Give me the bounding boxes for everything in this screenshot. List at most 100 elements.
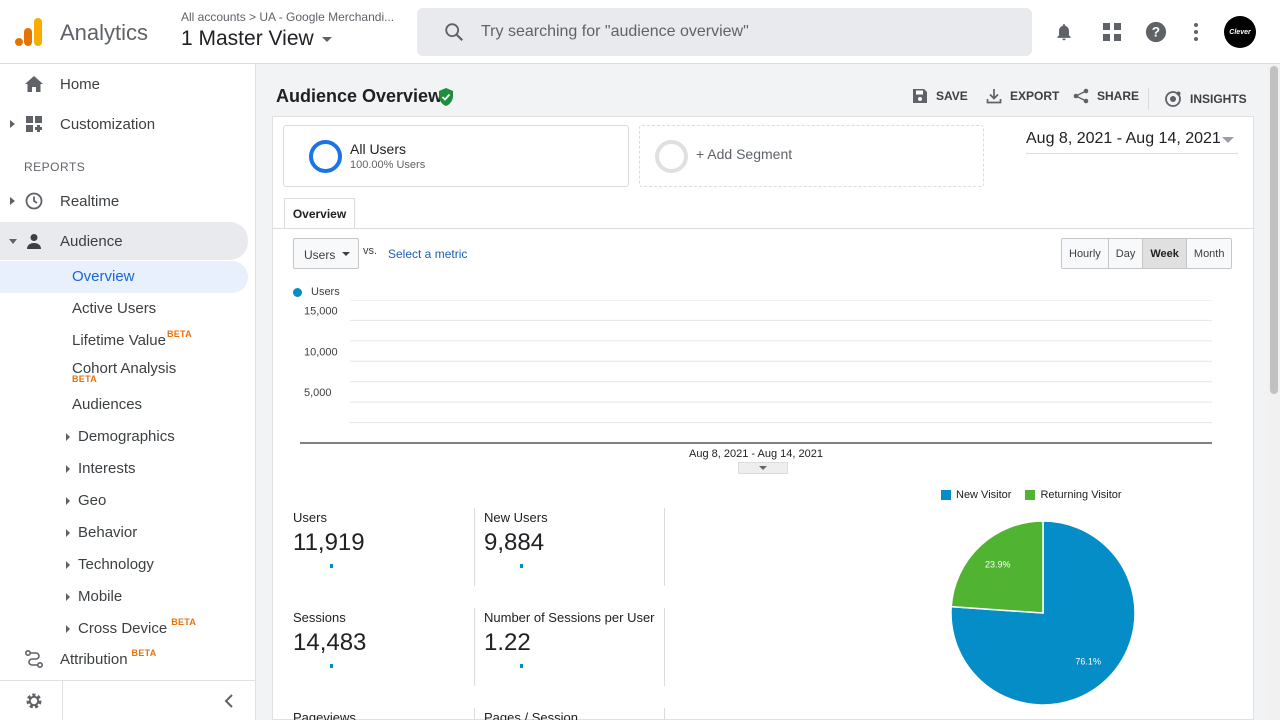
scrollbar[interactable]: [1268, 64, 1280, 720]
stat-value: 11,919: [293, 529, 365, 556]
share-icon: [1073, 88, 1089, 104]
pie-legend: New Visitor Returning Visitor: [941, 489, 1122, 501]
sidebar-item-customization[interactable]: Customization: [0, 106, 248, 142]
export-button[interactable]: EXPORT: [986, 88, 1059, 104]
sidebar-item-label: Technology: [78, 556, 154, 573]
more-vert-icon[interactable]: [1184, 20, 1208, 44]
notifications-bell-icon[interactable]: [1052, 20, 1076, 44]
pie-slice-returning-visitor: [950, 520, 1044, 614]
chart-x-tick-label: Aug 8, 2021 - Aug 14, 2021: [689, 448, 823, 460]
sidebar-item-cross-device[interactable]: Cross Device BETA: [0, 613, 248, 645]
settings-gear-icon[interactable]: [24, 691, 44, 716]
granularity-hourly-button[interactable]: Hourly: [1062, 239, 1109, 268]
sidebar-item-lifetime-value[interactable]: Lifetime ValueBETA: [0, 325, 248, 357]
page-title: Audience Overview: [276, 86, 443, 106]
tab-divider: [273, 228, 1253, 229]
pie-slice-new-visitor: [950, 520, 1136, 706]
beta-badge: BETA: [72, 374, 98, 384]
sidebar-item-label: Attribution: [60, 650, 128, 668]
pie-slice-label: 76.1%: [1075, 656, 1101, 666]
stat-divider: [664, 508, 665, 586]
sidebar-item-label-wrap: Attribution BETA: [60, 648, 157, 668]
search-placeholder: Try searching for "audience overview": [481, 23, 749, 40]
stat-label: New Users: [484, 510, 548, 525]
sidebar-item-technology[interactable]: Technology: [0, 549, 248, 581]
save-button[interactable]: SAVE: [912, 88, 968, 104]
insights-button[interactable]: INSIGHTS: [1148, 88, 1247, 110]
insights-icon: [1165, 91, 1181, 107]
pie-slice-label: 23.9%: [985, 560, 1011, 570]
sidebar-item-attribution[interactable]: Attribution BETA: [0, 641, 248, 677]
segment-all-users[interactable]: All Users 100.00% Users: [283, 125, 629, 187]
apps-grid-icon[interactable]: [1100, 20, 1124, 44]
account-breadcrumb[interactable]: All accounts > UA - Google Merchandi...: [181, 10, 395, 24]
sidebar-item-label: Interests: [78, 460, 136, 477]
share-label: SHARE: [1097, 89, 1140, 103]
collapse-arrow-icon: [9, 238, 17, 244]
stat-label: Users: [293, 510, 327, 525]
legend-swatch-new-visitor: [941, 490, 951, 500]
search-input[interactable]: Try searching for "audience overview": [417, 8, 1032, 56]
sidebar-item-audience[interactable]: Audience: [0, 222, 248, 260]
attribution-icon: [24, 649, 44, 669]
stat-label: Pageviews: [293, 710, 356, 720]
sidebar-item-overview[interactable]: Overview: [0, 261, 248, 293]
top-bar: Analytics All accounts > UA - Google Mer…: [0, 0, 1280, 64]
sidebar-item-label: Active Users: [72, 300, 157, 317]
sidebar-item-active-users[interactable]: Active Users: [0, 293, 248, 325]
sidebar-item-geo[interactable]: Geo: [0, 485, 248, 517]
chart-y-tick-label: 10,000: [304, 346, 338, 358]
expand-arrow-icon: [66, 465, 70, 473]
sidebar-item-interests[interactable]: Interests: [0, 453, 248, 485]
legend-label-returning-visitor: Returning Visitor: [1040, 489, 1122, 501]
stat-label: Number of Sessions per User: [484, 610, 655, 625]
sidebar-item-audiences[interactable]: Audiences: [0, 389, 248, 421]
date-range-picker[interactable]: Aug 8, 2021 - Aug 14, 2021: [1026, 130, 1238, 154]
sidebar: Home Customization REPORTS Realtime Audi…: [0, 64, 256, 720]
scrollbar-thumb[interactable]: [1270, 66, 1278, 394]
sparkline: [330, 664, 333, 668]
stat-divider: [474, 508, 475, 586]
avatar[interactable]: Clever: [1224, 16, 1256, 48]
stat-new-users: New Users 9,884: [484, 510, 548, 568]
share-button[interactable]: SHARE: [1073, 88, 1139, 104]
sidebar-item-mobile[interactable]: Mobile: [0, 581, 248, 613]
visitor-type-pie-chart: 76.1% 23.9%: [950, 520, 1136, 706]
chevron-down-icon: [342, 252, 350, 256]
legend-swatch-returning-visitor: [1025, 490, 1036, 500]
add-segment-label: + Add Segment: [696, 146, 793, 162]
tab-overview[interactable]: Overview: [284, 198, 355, 228]
sidebar-footer: [0, 680, 256, 720]
download-icon: [986, 89, 1002, 104]
granularity-week-button[interactable]: Week: [1143, 239, 1187, 268]
granularity-month-button[interactable]: Month: [1186, 239, 1232, 268]
sidebar-item-label: Audience: [60, 232, 123, 250]
stat-sessions: Sessions 14,483: [293, 610, 366, 668]
product-name: Analytics: [60, 20, 149, 45]
select-metric-link[interactable]: Select a metric: [388, 247, 468, 261]
expand-arrow-icon: [66, 625, 70, 633]
stat-label: Pages / Session: [484, 710, 578, 720]
stat-pageviews: Pageviews: [293, 710, 356, 720]
sidebar-item-behavior[interactable]: Behavior: [0, 517, 248, 549]
chart-collapse-handle[interactable]: [738, 462, 788, 474]
sidebar-item-cohort-analysis[interactable]: Cohort Analysis BETA: [0, 356, 248, 386]
sidebar-item-label: Demographics: [78, 428, 175, 445]
footer-divider: [62, 681, 63, 720]
collapse-sidebar-chevron-icon[interactable]: [224, 693, 234, 714]
view-selector[interactable]: 1 Master View: [181, 27, 332, 51]
analytics-logo-icon[interactable]: [14, 16, 44, 48]
person-icon: [24, 231, 44, 251]
stat-value: 1.22: [484, 629, 531, 656]
metric-dropdown[interactable]: Users: [293, 238, 359, 269]
sidebar-item-home[interactable]: Home: [0, 66, 248, 102]
sidebar-item-realtime[interactable]: Realtime: [0, 183, 248, 219]
sidebar-item-label-wrap: Lifetime ValueBETA: [72, 329, 192, 349]
granularity-day-button[interactable]: Day: [1108, 239, 1144, 268]
stat-divider: [474, 708, 475, 720]
sidebar-item-label: Realtime: [60, 192, 120, 210]
expand-arrow-icon: [66, 433, 70, 441]
help-icon[interactable]: ?: [1144, 20, 1168, 44]
sidebar-item-demographics[interactable]: Demographics: [0, 421, 248, 453]
add-segment-button[interactable]: + Add Segment: [639, 125, 984, 187]
